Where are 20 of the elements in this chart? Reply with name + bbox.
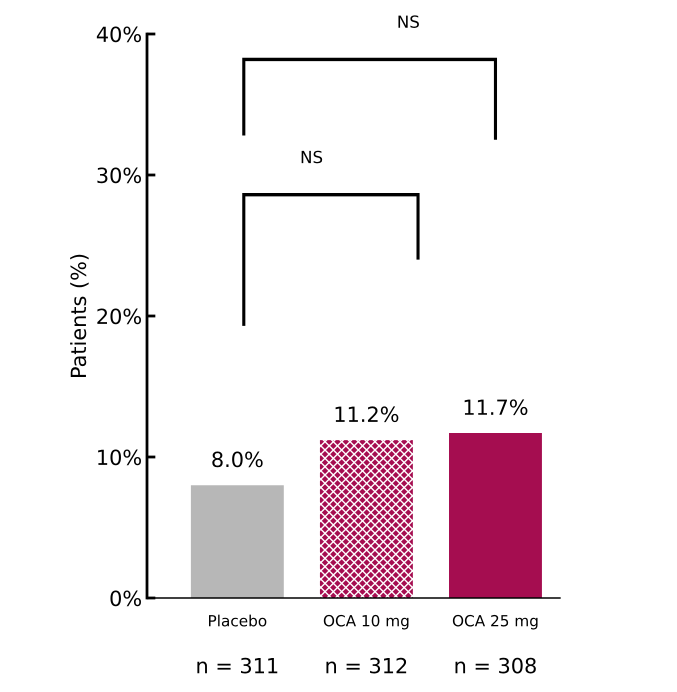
y-tick-label: 0% [110,590,141,606]
y-tick-label: 20% [97,308,141,324]
y-tick-label: 30% [97,167,141,184]
data-label: 11.7% [464,399,528,416]
x-tick-label: Placebo [209,614,266,626]
data-label: 11.2% [336,406,398,422]
text: n = 311 [197,658,278,674]
bar [449,433,542,598]
y-tick-label: 10% [98,449,141,466]
bar [320,440,413,598]
text: n = 312 [326,658,406,674]
text: n = 308 [456,658,536,674]
data-label: 8.0% [212,452,263,468]
y-tick-label: 40% [96,26,141,42]
text: NS [398,15,419,28]
x-tick-label: OCA 10 mg [324,614,408,630]
bar [190,485,284,598]
x-tick-label: OCA 25 mg [452,614,538,630]
annotation: NS [302,150,322,164]
y-axis-title: Patients (%) [70,254,89,377]
